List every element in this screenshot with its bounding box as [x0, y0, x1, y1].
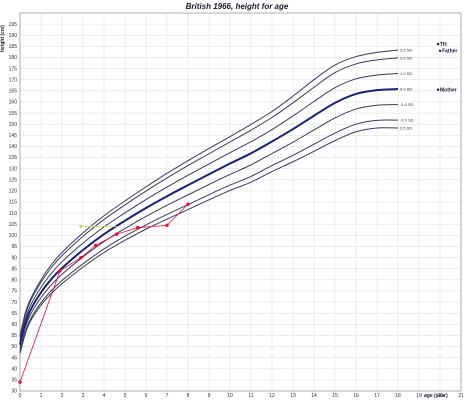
y-tick-label: 50: [11, 344, 17, 350]
measurement-point: [79, 255, 83, 260]
x-tick-label: 18: [395, 393, 401, 399]
y-tick-label: 155: [9, 111, 18, 117]
sd-label: 2.5 SD: [400, 125, 412, 130]
sd-label: 0.0 SD: [400, 87, 412, 92]
x-tick-label: 15: [332, 393, 338, 399]
measurement-point: [93, 243, 98, 248]
x-tick-label: 16: [353, 393, 359, 399]
x-tick-label: 20: [437, 393, 443, 399]
measurement-point: [186, 202, 190, 206]
measurements: [18, 202, 190, 384]
x-tick-label: 6: [145, 393, 148, 399]
y-tick-label: 45: [11, 355, 17, 361]
y-tick-label: 40: [11, 366, 17, 372]
x-tick-label: 11: [248, 393, 253, 399]
bone-age-point: [79, 224, 83, 229]
sd-label: 2.0 SD: [400, 55, 412, 60]
series-line: [19, 88, 399, 345]
measurement-point: [58, 269, 62, 273]
x-tick-label: 2: [61, 393, 64, 399]
series-line: [19, 104, 399, 349]
y-tick-label: 85: [11, 266, 17, 272]
y-tick-label: 195: [9, 22, 18, 28]
x-tick-label: 19: [416, 393, 422, 399]
x-tick-label: 14: [311, 393, 317, 399]
y-tick-label: 105: [9, 222, 18, 228]
parent-marker: [436, 88, 440, 91]
y-tick-label: 65: [11, 311, 17, 317]
y-tick-label: 100: [9, 233, 18, 239]
y-tick-label: 120: [9, 189, 18, 195]
plot-frame: [19, 12, 462, 392]
y-tick-label: 140: [9, 144, 18, 150]
y-tick-label: 60: [11, 322, 17, 328]
parent-label: Father: [442, 49, 457, 55]
chart-title: British 1966, height for age: [186, 2, 289, 11]
y-tick-label: 190: [9, 33, 18, 39]
x-tick-label: 5: [124, 393, 127, 399]
series-line: [19, 57, 399, 338]
y-tick-label: 35: [11, 378, 17, 384]
y-tick-label: 115: [9, 200, 17, 206]
measurement-point: [165, 223, 169, 228]
y-tick-label: 90: [11, 255, 17, 261]
y-tick-label: 75: [11, 289, 17, 295]
y-tick-label: 95: [11, 244, 17, 250]
x-tick-label: 10: [227, 393, 233, 399]
y-tick-label: 110: [9, 211, 17, 217]
sd-labels: 2.5 SD 2.0 SD 1.0 SD 0.0 SD -1.0 SD -2.0 SD 2.…: [400, 48, 414, 131]
x-axis-label: age (year): [424, 393, 448, 399]
parent-label: TH: [440, 42, 447, 48]
y-tick-label: 145: [9, 133, 18, 139]
x-tick-label: 13: [290, 393, 296, 399]
sd-label: 2.5 SD: [400, 48, 412, 53]
sd-lines: [19, 49, 399, 354]
y-tick-label: 175: [9, 66, 18, 72]
y-tick-label: 125: [9, 177, 18, 183]
x-tick-label: 3: [82, 393, 85, 399]
x-tick-label: 21: [458, 393, 464, 399]
series-line: [19, 119, 399, 352]
parent-marker: [436, 42, 440, 46]
series-line: [19, 49, 399, 336]
x-tick-label: 7: [166, 393, 169, 399]
x-tick-label: 17: [374, 393, 380, 399]
y-tick-label: 160: [9, 100, 18, 106]
y-tick-label: 170: [9, 77, 18, 83]
sd-label: -1.0 SD: [400, 102, 414, 107]
measurement-line: [19, 203, 189, 383]
parent-label: Mother: [440, 88, 457, 94]
x-tick-label: 4: [103, 393, 106, 399]
axis-ticks: 3035404550556065707580859095100105110115…: [9, 22, 464, 399]
y-tick-label: 150: [9, 122, 18, 128]
measurement-point: [135, 225, 140, 230]
x-tick-label: 1: [40, 393, 43, 399]
y-tick-label: 185: [9, 44, 18, 50]
y-tick-label: 30: [11, 389, 17, 395]
y-tick-label: 180: [9, 55, 18, 61]
sd-label: -2.0 SD: [400, 118, 414, 123]
y-axis-label: height (cm): [0, 25, 6, 52]
x-tick-label: 0: [19, 393, 22, 399]
parent-marker: [438, 49, 442, 52]
y-tick-label: 55: [11, 333, 17, 339]
y-tick-label: 80: [11, 278, 17, 284]
series-line: [19, 72, 399, 342]
x-tick-label: 12: [269, 393, 275, 399]
measurement-point: [114, 232, 119, 236]
y-tick-label: 165: [9, 89, 18, 95]
x-tick-label: 9: [208, 393, 211, 399]
y-tick-label: 130: [9, 166, 18, 172]
measurement-point: [18, 380, 22, 384]
y-tick-label: 135: [9, 155, 18, 161]
grid: [19, 12, 462, 392]
y-tick-label: 70: [11, 300, 17, 306]
sd-label: 1.0 SD: [400, 71, 412, 76]
x-tick-label: 8: [187, 393, 190, 399]
